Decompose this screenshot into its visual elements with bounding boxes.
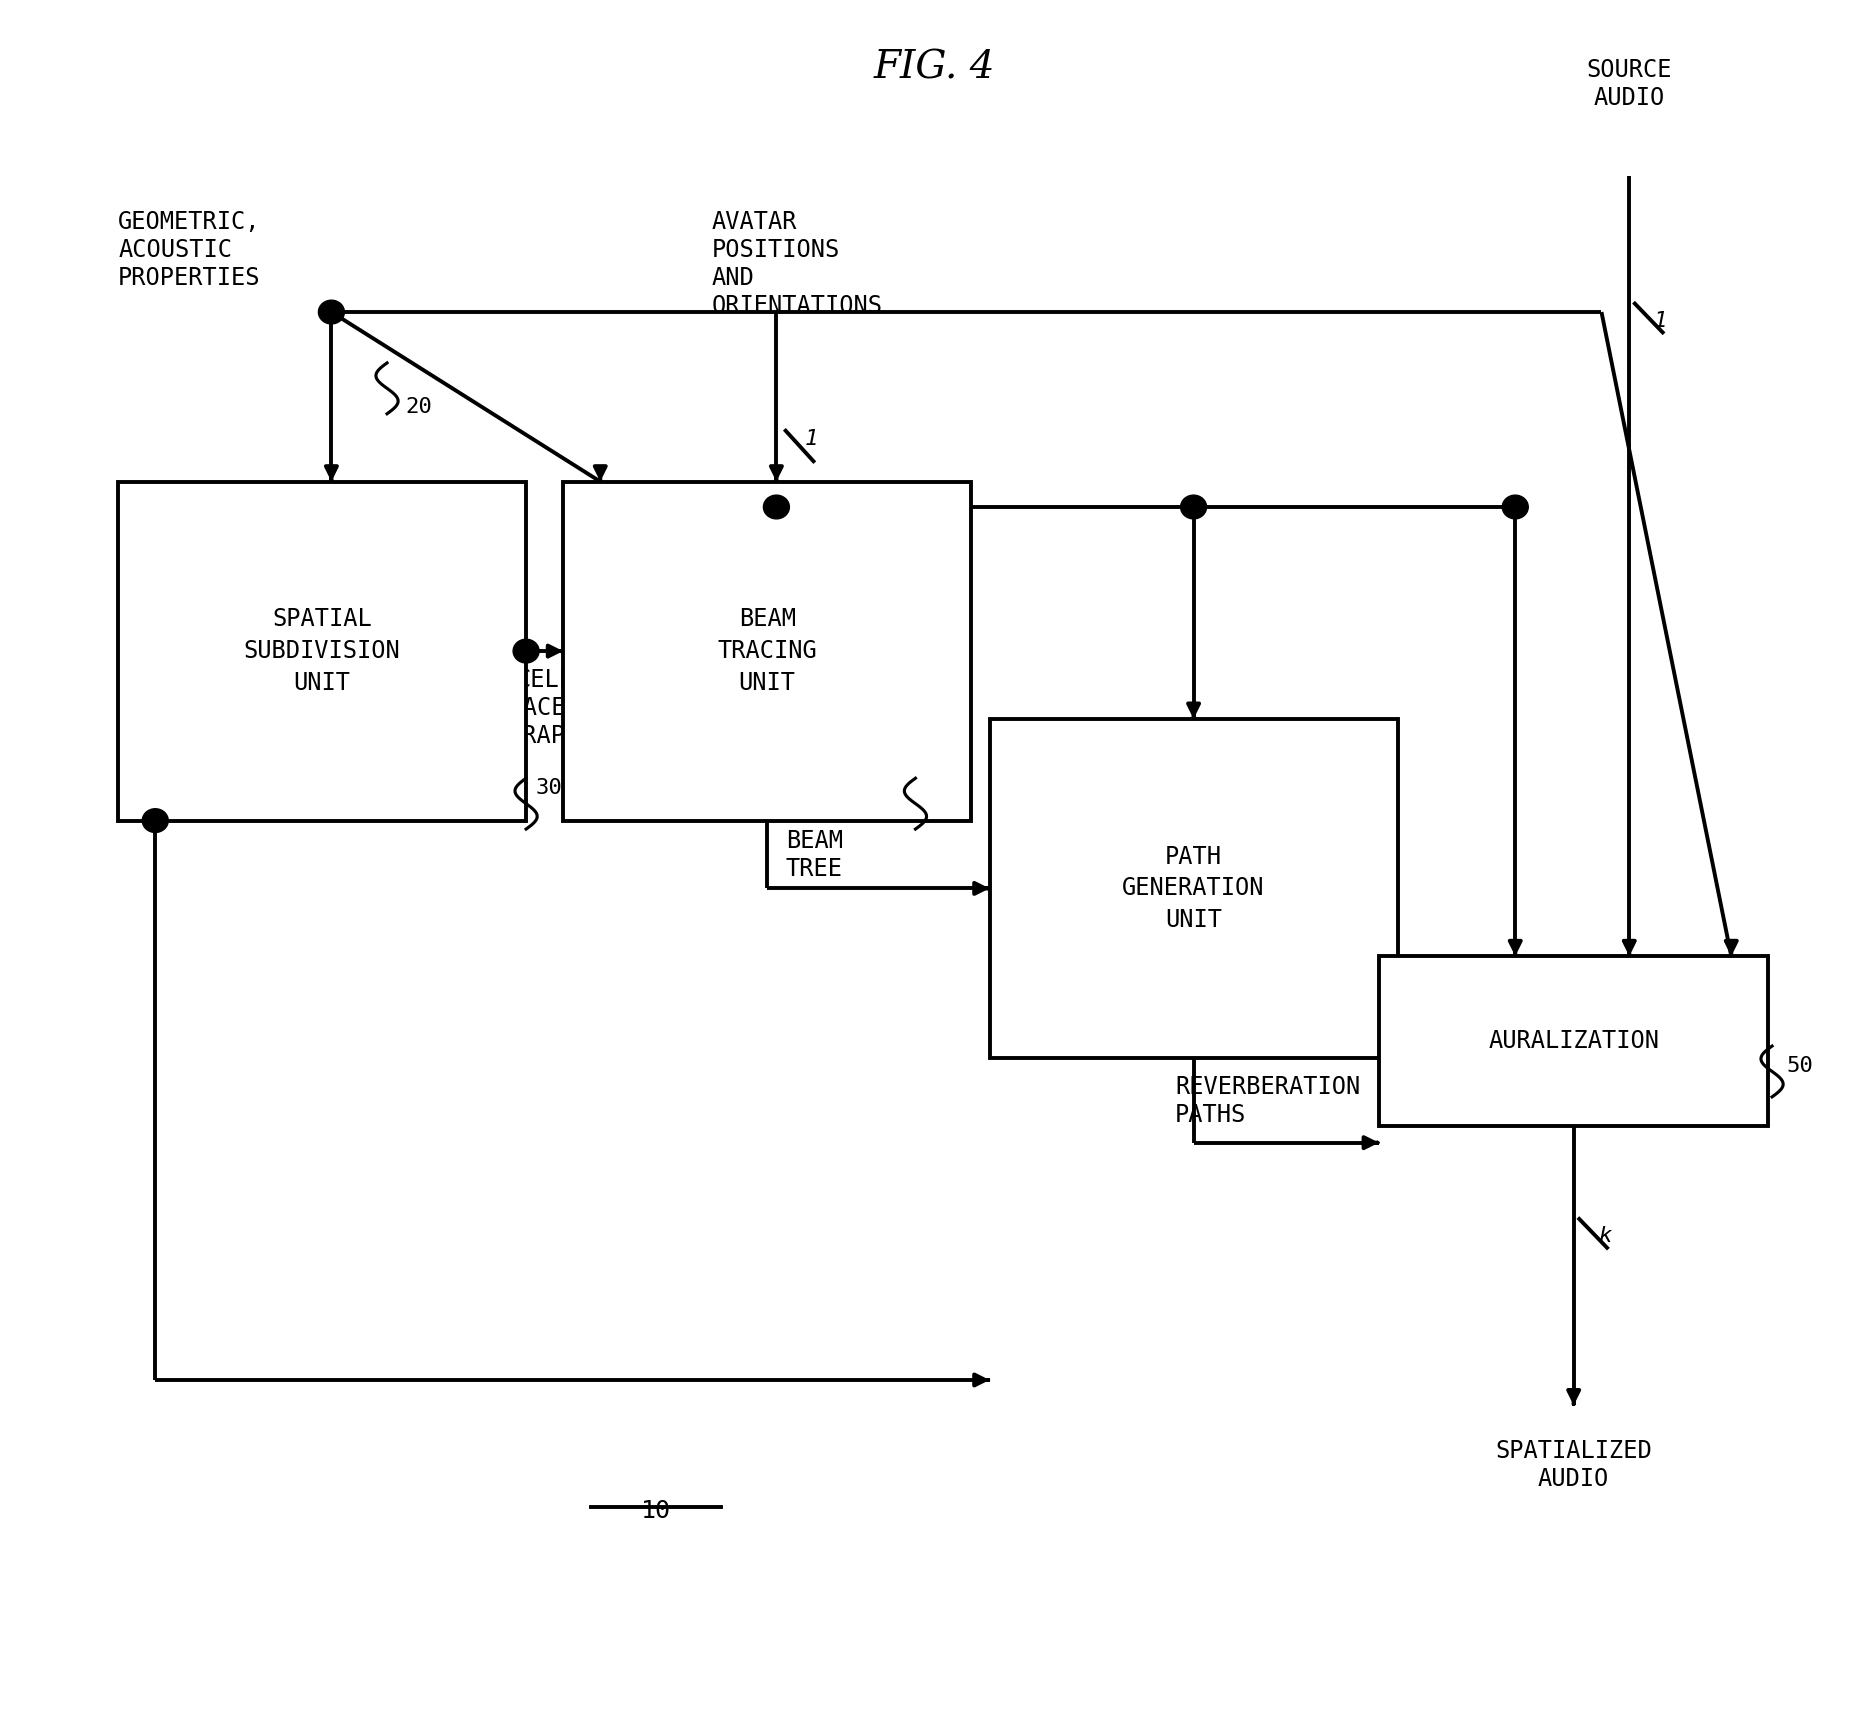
Text: k: k	[1597, 1225, 1610, 1246]
Text: 30: 30	[536, 778, 562, 798]
Text: FIG. 4: FIG. 4	[872, 50, 996, 87]
Text: SPATIALIZED
AUDIO: SPATIALIZED AUDIO	[1494, 1439, 1651, 1492]
Text: 1: 1	[805, 429, 818, 449]
Text: 40: 40	[925, 778, 951, 798]
Text: SPATIAL
SUBDIVISION
UNIT: SPATIAL SUBDIVISION UNIT	[243, 607, 400, 694]
Text: PATH
GENERATION
UNIT: PATH GENERATION UNIT	[1123, 844, 1265, 931]
Text: AVATAR
POSITIONS
AND
ORIENTATIONS: AVATAR POSITIONS AND ORIENTATIONS	[712, 210, 882, 318]
Text: BEAM
TREE: BEAM TREE	[786, 829, 842, 880]
Bar	[1379, 957, 1769, 1126]
Text: REVERBERATION
PATHS: REVERBERATION PATHS	[1175, 1075, 1360, 1126]
Text: BEAM
TRACING
UNIT: BEAM TRACING UNIT	[717, 607, 816, 694]
Text: CELL
ADJACENCY
GRAPH: CELL ADJACENCY GRAPH	[480, 668, 609, 747]
Text: 50: 50	[1788, 1056, 1814, 1077]
Text: SOURCE
AUDIO: SOURCE AUDIO	[1586, 58, 1672, 109]
Circle shape	[764, 496, 790, 520]
Text: GEOMETRIC,
ACOUSTIC
PROPERTIES: GEOMETRIC, ACOUSTIC PROPERTIES	[118, 210, 262, 291]
Text: 20: 20	[405, 396, 432, 417]
Circle shape	[142, 808, 168, 832]
Text: AURALIZATION: AURALIZATION	[1489, 1029, 1659, 1053]
Bar	[118, 482, 527, 820]
Text: 1: 1	[1653, 311, 1666, 330]
Text: 10: 10	[641, 1499, 671, 1523]
Circle shape	[1502, 496, 1528, 520]
Circle shape	[1181, 496, 1207, 520]
Bar	[562, 482, 971, 820]
Bar	[990, 719, 1397, 1058]
Circle shape	[318, 301, 344, 325]
Circle shape	[514, 639, 540, 663]
